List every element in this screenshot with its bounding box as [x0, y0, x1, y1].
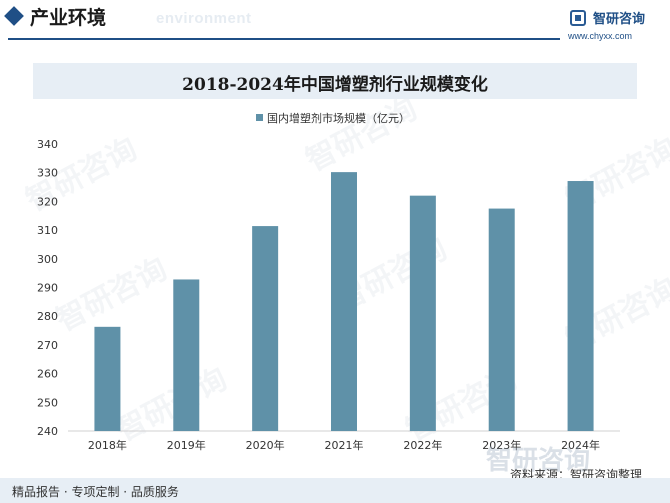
y-tick-label: 320	[37, 195, 58, 208]
logo-url: www.chyxx.com	[568, 31, 633, 41]
page-header: 产业环境 environment 智研咨询 www.chyxx.com	[0, 0, 670, 42]
y-tick-label: 270	[37, 339, 58, 352]
x-tick-label: 2018年	[88, 438, 127, 452]
legend-swatch	[256, 114, 263, 121]
footer-slogan: 精品报告 · 专项定制 · 品质服务	[12, 485, 179, 499]
bar	[488, 208, 515, 431]
footer-bar: 精品报告 · 专项定制 · 品质服务	[0, 478, 670, 503]
header-divider	[8, 38, 560, 40]
section-title: 产业环境	[30, 7, 107, 29]
y-tick-label: 340	[37, 138, 58, 151]
y-tick-label: 300	[37, 253, 58, 266]
x-tick-label: 2024年	[561, 438, 600, 452]
bar	[409, 195, 436, 431]
y-tick-label: 250	[37, 396, 58, 409]
bar	[173, 279, 200, 431]
y-tick-label: 310	[37, 224, 58, 237]
chart-title: 2018-2024年中国增塑剂行业规模变化	[182, 75, 488, 95]
y-tick-label: 330	[37, 167, 58, 180]
bar	[252, 226, 279, 431]
x-tick-label: 2021年	[325, 438, 364, 452]
section-subtitle-en: environment	[156, 10, 252, 27]
y-tick-label: 240	[37, 425, 58, 438]
y-tick-label: 280	[37, 310, 58, 323]
chart-title-band: 2018-2024年中国增塑剂行业规模变化	[33, 63, 637, 99]
y-tick-label: 290	[37, 282, 58, 295]
legend-label: 国内增塑剂市场规模（亿元）	[267, 112, 410, 125]
watermark-logo: 智研咨询	[486, 446, 591, 476]
x-tick-label: 2019年	[167, 438, 206, 452]
x-tick-label: 2022年	[403, 438, 442, 452]
x-tick-label: 2020年	[246, 438, 285, 452]
bar	[331, 172, 357, 431]
y-tick-label: 260	[37, 368, 58, 381]
brand-logo: 智研咨询 www.chyxx.com	[566, 7, 666, 43]
logo-name: 智研咨询	[593, 12, 646, 27]
bar	[567, 181, 594, 431]
logo-icon	[570, 10, 586, 26]
x-tick-label: 2023年	[482, 438, 521, 452]
bar	[94, 326, 121, 431]
